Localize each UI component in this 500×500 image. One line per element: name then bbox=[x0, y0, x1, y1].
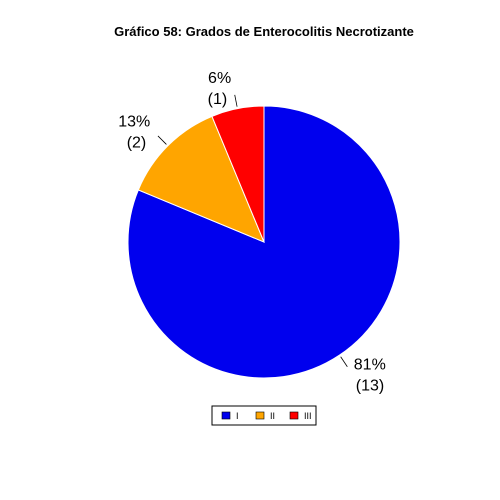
pie-slice-ii bbox=[137, 115, 265, 243]
slice-percent-label: 6% bbox=[208, 70, 231, 87]
slice-count-label: (2) bbox=[127, 134, 147, 151]
legend-swatch-iii bbox=[289, 411, 299, 420]
legend-swatch-ii bbox=[255, 411, 265, 420]
legend-swatch-i bbox=[221, 411, 231, 420]
legend-label-ii: II bbox=[270, 411, 275, 421]
chart-title: Gráfico 58: Grados de Enterocolitis Necr… bbox=[114, 24, 414, 39]
label-tick-i bbox=[340, 356, 348, 367]
legend-label-iii: III bbox=[304, 411, 312, 421]
slice-percent-label: 81% bbox=[354, 356, 386, 373]
pie-slice-iii bbox=[211, 105, 265, 243]
legend: I II III bbox=[211, 405, 317, 426]
label-tick-iii bbox=[234, 94, 238, 107]
slice-count-label: (1) bbox=[208, 91, 228, 108]
slice-percent-label: 13% bbox=[118, 113, 150, 130]
label-tick-ii bbox=[157, 135, 167, 145]
legend-label-i: I bbox=[236, 411, 239, 421]
slice-count-label: (13) bbox=[356, 377, 384, 394]
